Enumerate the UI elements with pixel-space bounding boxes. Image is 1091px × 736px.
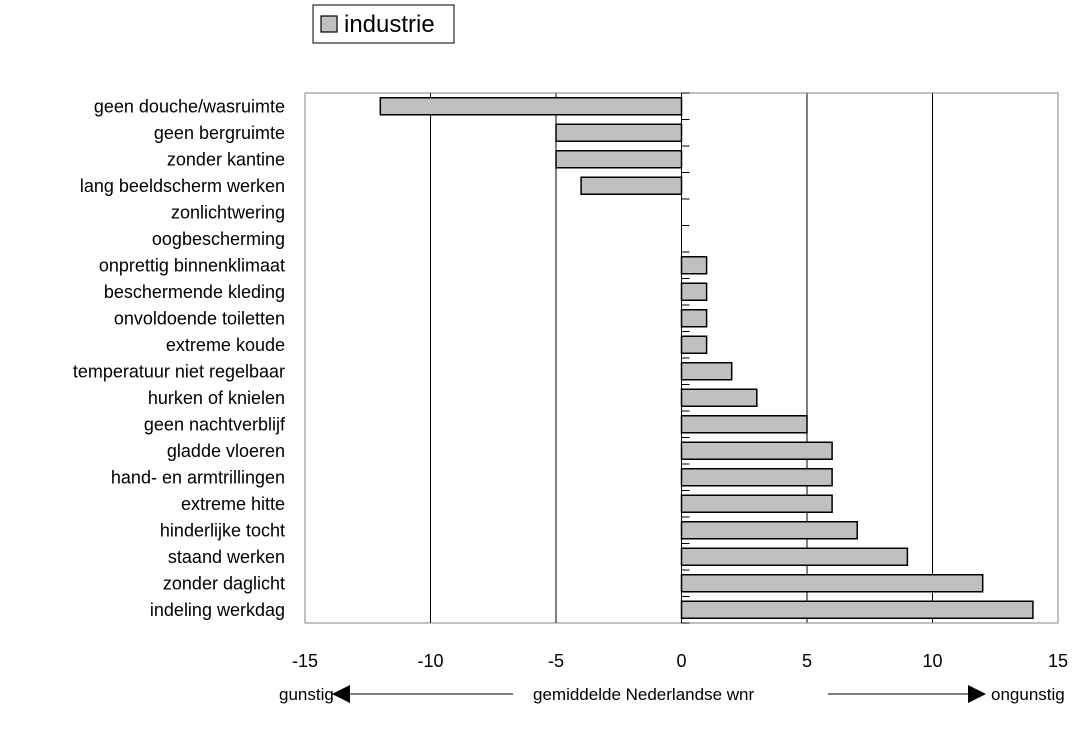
bars <box>379 97 1034 619</box>
x-tick-label: -15 <box>292 651 318 671</box>
category-label: hand- en armtrillingen <box>111 467 285 487</box>
category-label: hurken of knielen <box>148 388 285 408</box>
category-label: geen bergruimte <box>154 123 285 143</box>
x-tick-label: 10 <box>922 651 942 671</box>
legend: industrie <box>312 4 455 44</box>
bar <box>680 600 1034 619</box>
x-tick-label: 15 <box>1048 651 1068 671</box>
bar <box>555 150 683 169</box>
category-label: zonder daglicht <box>163 573 285 593</box>
bar <box>680 388 758 407</box>
category-label: oogbescherming <box>152 229 285 249</box>
category-label: beschermende kleding <box>104 282 285 302</box>
x-axis-annotation: gunstig gemiddelde Nederlandse wnr ongun… <box>279 685 1065 704</box>
category-label: extreme hitte <box>181 494 285 514</box>
category-label: indeling werkdag <box>150 600 285 620</box>
center-axis <box>681 92 690 624</box>
bar <box>379 97 683 116</box>
category-label: onprettig binnenklimaat <box>99 255 285 275</box>
category-label: lang beeldscherm werken <box>80 176 285 196</box>
legend-label: industrie <box>344 11 435 38</box>
x-tick-label: -10 <box>417 651 443 671</box>
x-axis-title: gemiddelde Nederlandse wnr <box>533 685 754 704</box>
bar <box>680 521 858 540</box>
bar <box>680 415 808 434</box>
category-labels: geen douche/wasruimte geen bergruimte zond… <box>73 96 286 620</box>
bar <box>680 256 708 275</box>
category-label: staand werken <box>168 547 285 567</box>
x-tick-label: 5 <box>802 651 812 671</box>
bar <box>680 362 733 381</box>
bar <box>680 282 708 301</box>
x-label-right: ongunstig <box>991 685 1065 704</box>
x-tick-label: -5 <box>548 651 564 671</box>
category-label: gladde vloeren <box>167 441 285 461</box>
right-arrow-icon <box>968 685 986 703</box>
left-arrow-icon <box>332 685 350 703</box>
category-label: onvoldoende toiletten <box>114 308 285 328</box>
category-label: extreme koude <box>166 335 285 355</box>
bar <box>680 468 833 487</box>
category-label: zonlichtwering <box>171 202 285 222</box>
category-label: geen nachtverblijf <box>144 414 286 434</box>
bar <box>680 335 708 354</box>
x-tick-labels: -15 -10 -5 0 5 10 15 <box>292 651 1068 671</box>
x-label-left: gunstig <box>279 685 334 704</box>
bar <box>555 123 683 142</box>
category-label: temperatuur niet regelbaar <box>73 361 285 381</box>
grid <box>430 93 933 623</box>
bar <box>680 309 708 328</box>
category-label: zonder kantine <box>167 149 285 169</box>
x-tick-label: 0 <box>676 651 686 671</box>
bar <box>580 176 683 195</box>
category-label: geen douche/wasruimte <box>94 96 285 116</box>
bar <box>680 441 833 460</box>
category-label: hinderlijke tocht <box>160 520 285 540</box>
bar <box>680 494 833 513</box>
bar <box>680 547 909 566</box>
bar <box>680 574 984 593</box>
legend-swatch <box>320 15 338 33</box>
